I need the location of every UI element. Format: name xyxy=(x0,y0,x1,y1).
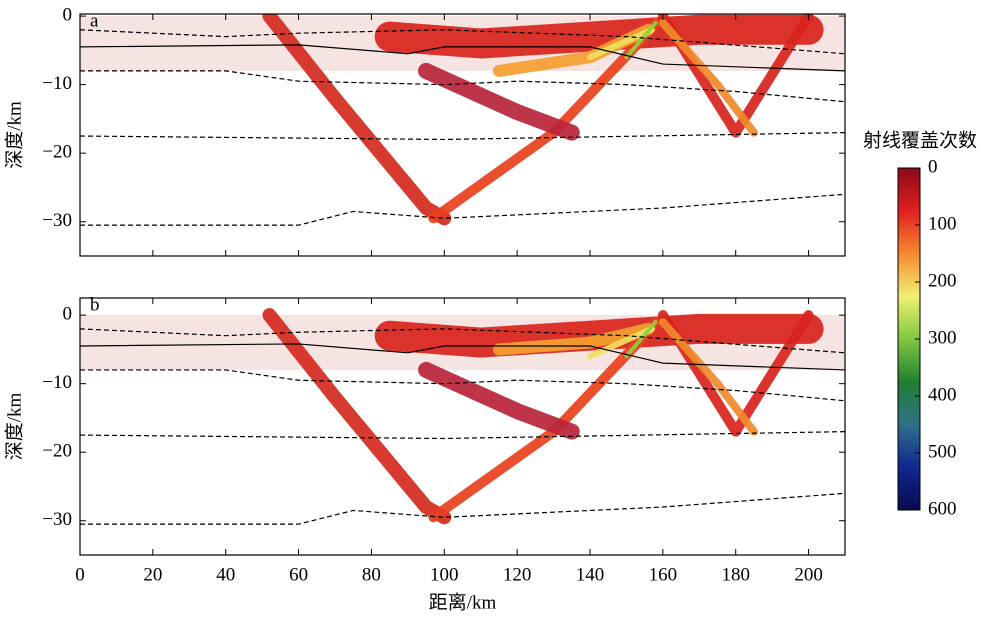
colorbar-tick-label: 100 xyxy=(928,213,957,234)
y-tick-label: −10 xyxy=(42,73,72,94)
x-tick-label: 120 xyxy=(503,564,532,585)
interface-line xyxy=(80,132,845,141)
interface-line xyxy=(80,343,845,371)
x-tick-label: 100 xyxy=(430,564,459,585)
x-tick-label: 180 xyxy=(721,564,750,585)
panel-label: a xyxy=(90,10,99,31)
interface-line xyxy=(80,369,845,402)
ray-band xyxy=(624,20,658,60)
interface-line xyxy=(80,44,845,72)
colorbar-tick-label: 200 xyxy=(928,270,957,291)
ray-band xyxy=(492,322,655,356)
x-tick-label: 80 xyxy=(362,564,381,585)
colorbar-tick-label: 300 xyxy=(928,327,957,348)
ray-band xyxy=(374,14,824,59)
y-tick-label: −20 xyxy=(42,142,72,163)
ray-band xyxy=(418,361,580,440)
x-tick-label: 20 xyxy=(143,564,162,585)
y-tick-label: 0 xyxy=(63,4,73,25)
plot-frame xyxy=(79,13,846,257)
ray-band xyxy=(374,313,824,358)
colorbar-title: 射线覆盖次数 xyxy=(863,129,977,151)
colorbar-tick-label: 0 xyxy=(928,156,938,177)
interface-line xyxy=(80,328,845,354)
panel-label: b xyxy=(90,294,100,315)
x-tick-label: 60 xyxy=(289,564,308,585)
x-tick-label: 0 xyxy=(75,564,85,585)
ray-band xyxy=(624,319,658,359)
x-tick-label: 160 xyxy=(649,564,678,585)
plot-frame xyxy=(79,297,846,556)
ray-band xyxy=(587,26,655,61)
plot-area xyxy=(80,308,845,525)
y-tick-label: −30 xyxy=(42,210,72,231)
y-tick-label: −30 xyxy=(42,509,72,530)
ray-band xyxy=(587,325,655,360)
interface-line xyxy=(80,70,845,103)
interface-line xyxy=(80,431,845,440)
colorbar-tick-label: 500 xyxy=(928,441,957,462)
y-axis-label: 深度/km xyxy=(3,101,25,169)
y-axis-label: 深度/km xyxy=(3,393,25,461)
x-tick-label: 40 xyxy=(216,564,235,585)
ray-band xyxy=(418,62,580,141)
x-axis-label: 距离/km xyxy=(429,591,497,613)
x-tick-label: 200 xyxy=(794,564,823,585)
y-tick-label: 0 xyxy=(63,303,73,324)
colorbar-tick-label: 400 xyxy=(928,384,957,405)
ray-band xyxy=(658,317,758,436)
interface-line xyxy=(80,492,845,525)
interface-line xyxy=(80,193,845,226)
x-tick-label: 140 xyxy=(576,564,605,585)
y-tick-label: −20 xyxy=(42,441,72,462)
y-tick-label: −10 xyxy=(42,372,72,393)
ray-band xyxy=(658,18,758,137)
plot-area xyxy=(80,14,845,226)
colorbar-tick-label: 600 xyxy=(928,498,957,519)
interface-line xyxy=(80,29,845,55)
